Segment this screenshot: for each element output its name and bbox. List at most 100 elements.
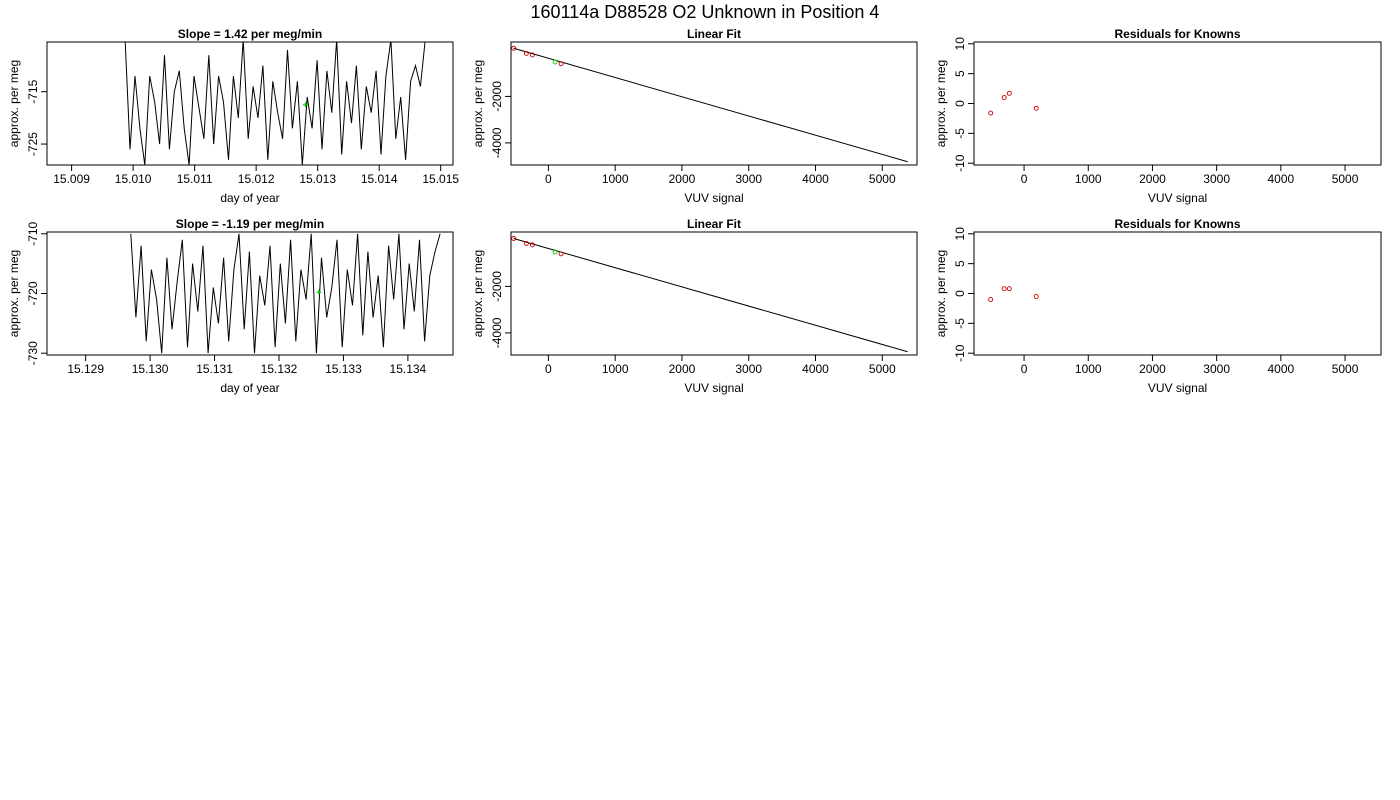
chart-panel-5: Linear Fit 0 1000 2000 3000 4000 5000 VUV signa…: [471, 217, 918, 395]
x-tick-label: 15.134: [390, 362, 427, 376]
x-axis-label: VUV signal: [1148, 381, 1207, 395]
x-tick-label: 15.131: [196, 362, 233, 376]
known-point: [529, 242, 535, 248]
x-tick-label: 0: [545, 362, 552, 376]
x-tick-label: 1000: [1075, 362, 1102, 376]
plot-frame: [46, 231, 454, 356]
y-tick-label: -720: [26, 281, 40, 305]
x-axis-label: day of year: [220, 381, 279, 395]
chart-panel-4: Slope = -1.19 per meg/min 15.129 15.130 15.…: [7, 217, 454, 395]
x-tick-label: 15.133: [325, 362, 362, 376]
x-tick-label: 15.015: [422, 172, 459, 186]
x-axis-label: VUV signal: [1148, 191, 1207, 205]
x-tick-label: 1000: [602, 362, 629, 376]
chart-title: Slope = -1.19 per meg/min: [176, 217, 324, 231]
plot-area: [511, 236, 908, 353]
known-point: [523, 240, 529, 246]
plot-frame: [973, 231, 1382, 356]
x-tick-label: 5000: [869, 362, 896, 376]
y-tick-label: 5: [953, 260, 967, 267]
known-point: [988, 297, 994, 302]
x-tick-label: 2000: [669, 172, 696, 186]
plot-area: [124, 42, 426, 165]
y-tick-label: -2000: [490, 271, 504, 302]
chart-panel-2: Linear Fit 0 1000 2000 3000 4000 5000 VUV signa…: [471, 27, 918, 205]
known-point: [1033, 294, 1039, 299]
y-tick-label: -730: [26, 341, 40, 365]
chart-panel-3: Residuals for Knowns 0 1000 2000 3000 4000 500…: [934, 27, 1382, 205]
x-tick-label: 3000: [1203, 172, 1230, 186]
known-point: [1001, 95, 1007, 100]
x-tick-label: 0: [545, 172, 552, 186]
y-axis-label: approx. per meg: [471, 250, 485, 337]
fit-line: [513, 47, 908, 163]
x-tick-label: 3000: [1203, 362, 1230, 376]
y-tick-label: -5: [953, 128, 967, 139]
y-tick-label: 0: [953, 290, 967, 297]
y-tick-label: -10: [953, 344, 967, 362]
plot-area: [988, 286, 1039, 302]
x-tick-label: 1000: [602, 172, 629, 186]
x-tick-label: 2000: [669, 362, 696, 376]
y-axis-label: approx. per meg: [471, 60, 485, 147]
known-point: [529, 52, 535, 58]
known-point: [1033, 105, 1039, 111]
x-tick-label: 1000: [1075, 172, 1102, 186]
chart-title: Slope = 1.42 per meg/min: [178, 27, 322, 41]
known-point: [1006, 90, 1012, 96]
chart-panel-6: Residuals for Knowns 0 1000 2000 3000 4000 500…: [934, 217, 1382, 395]
known-point: [558, 61, 564, 67]
y-tick-label: -10: [953, 154, 967, 172]
known-point: [1006, 286, 1012, 292]
known-point: [988, 110, 994, 116]
x-tick-label: 4000: [1268, 362, 1295, 376]
unknown-point: [552, 249, 558, 255]
x-tick-label: 0: [1021, 362, 1028, 376]
y-tick-label: 5: [953, 70, 967, 77]
x-tick-label: 15.130: [132, 362, 169, 376]
unknown-point: [552, 59, 558, 65]
y-axis-label: approx. per meg: [934, 60, 948, 147]
y-tick-label: -710: [26, 221, 40, 245]
chart-title: Residuals for Knowns: [1114, 27, 1240, 41]
x-tick-label: 4000: [1268, 172, 1295, 186]
x-tick-label: 15.012: [238, 172, 275, 186]
y-tick-label: 0: [953, 100, 967, 107]
plot-area: [511, 45, 908, 163]
plot-area: [988, 90, 1039, 116]
known-point: [511, 236, 517, 241]
y-tick-label: -5: [953, 318, 967, 329]
highlight-point: [302, 102, 308, 108]
x-axis-label: day of year: [220, 191, 279, 205]
x-tick-label: 15.009: [53, 172, 90, 186]
page-title: 160114a D88528 O2 Unknown in Position 4: [530, 2, 880, 22]
x-tick-label: 4000: [802, 172, 829, 186]
y-tick-label: 10: [953, 37, 967, 51]
x-tick-label: 15.129: [67, 362, 104, 376]
x-tick-label: 15.132: [261, 362, 298, 376]
x-tick-label: 15.014: [361, 172, 398, 186]
highlight-point: [316, 289, 322, 295]
plot-frame: [973, 41, 1382, 166]
known-point: [523, 50, 529, 56]
y-tick-label: -725: [26, 132, 40, 156]
x-axis-label: VUV signal: [684, 191, 743, 205]
known-point: [511, 45, 517, 51]
y-tick-label: -4000: [490, 127, 504, 158]
known-point: [1001, 286, 1007, 292]
x-tick-label: 2000: [1139, 362, 1166, 376]
plot-area: [130, 233, 441, 354]
x-tick-label: 3000: [735, 172, 762, 186]
chart-panel-1: Slope = 1.42 per meg/min 15.009 15.010 15.0…: [7, 27, 459, 205]
chart-title: Linear Fit: [687, 217, 741, 231]
series-line: [124, 42, 426, 165]
x-tick-label: 5000: [1332, 362, 1359, 376]
y-axis-label: approx. per meg: [934, 250, 948, 337]
x-tick-label: 0: [1021, 172, 1028, 186]
x-axis-label: VUV signal: [684, 381, 743, 395]
x-tick-label: 15.013: [299, 172, 336, 186]
y-tick-label: -715: [26, 79, 40, 103]
chart-title: Residuals for Knowns: [1114, 217, 1240, 231]
x-tick-label: 3000: [735, 362, 762, 376]
